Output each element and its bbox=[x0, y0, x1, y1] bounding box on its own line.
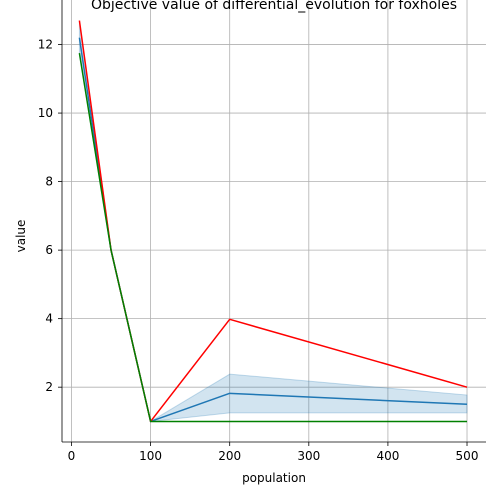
x-ticks: 0 100 200 300 400 500 bbox=[68, 442, 479, 463]
y-tick-label: 2 bbox=[45, 380, 53, 394]
x-tick-label: 400 bbox=[376, 449, 399, 463]
axes-spines bbox=[61, 0, 486, 443]
confidence-band bbox=[78, 22, 468, 423]
x-axis-label: population bbox=[242, 471, 306, 485]
x-tick-label: 500 bbox=[456, 449, 479, 463]
y-tick-label: 6 bbox=[45, 243, 53, 257]
x-tick-label: 300 bbox=[297, 449, 320, 463]
y-tick-label: 12 bbox=[38, 38, 53, 52]
y-axis-label: value bbox=[14, 220, 28, 253]
y-tick-label: 4 bbox=[45, 312, 53, 326]
y-tick-label: 10 bbox=[38, 106, 53, 120]
confidence-band-layer bbox=[78, 22, 468, 423]
x-tick-label: 200 bbox=[218, 449, 241, 463]
y-tick-label: 8 bbox=[45, 175, 53, 189]
chart-title: Objective value of differential_evolutio… bbox=[91, 0, 457, 13]
x-tick-label: 100 bbox=[139, 449, 162, 463]
series-line-3 bbox=[78, 52, 468, 423]
grid bbox=[62, 0, 486, 442]
series-line-2 bbox=[78, 20, 468, 423]
y-ticks: 2 4 6 8 10 12 bbox=[38, 38, 62, 394]
series-layer bbox=[78, 20, 468, 423]
x-tick-label: 0 bbox=[68, 449, 76, 463]
